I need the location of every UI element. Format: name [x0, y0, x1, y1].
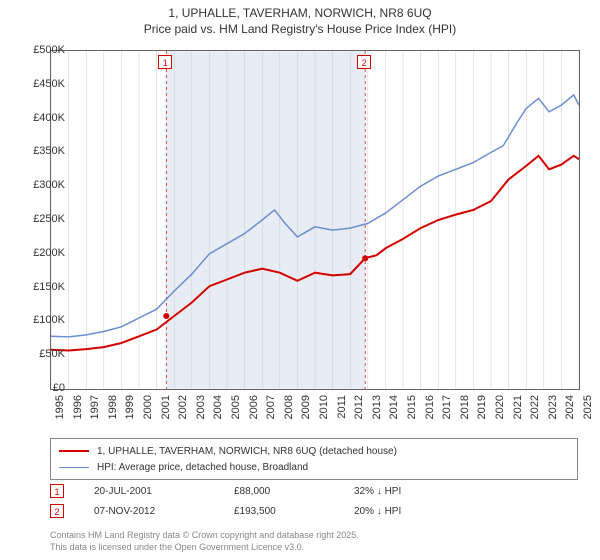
y-tick-label: £0 — [20, 382, 65, 394]
x-tick-label: 2022 — [529, 395, 541, 419]
legend-swatch — [59, 450, 89, 452]
footer-line1: Contains HM Land Registry data © Crown c… — [50, 530, 359, 542]
sale-number-box: 1 — [50, 484, 64, 498]
x-tick-label: 2005 — [230, 395, 242, 419]
legend-box: 1, UPHALLE, TAVERHAM, NORWICH, NR8 6UQ (… — [50, 438, 578, 480]
x-tick-label: 2013 — [371, 395, 383, 419]
y-tick-label: £200K — [20, 247, 65, 259]
sale-price: £88,000 — [234, 486, 354, 497]
x-tick-label: 2023 — [547, 395, 559, 419]
legend-row: HPI: Average price, detached house, Broa… — [59, 459, 569, 475]
sale-diff: 32% ↓ HPI — [354, 486, 474, 497]
sale-marker: 1 — [158, 55, 172, 69]
x-tick-label: 1998 — [107, 395, 119, 419]
x-tick-label: 2024 — [564, 395, 576, 419]
x-tick-label: 2021 — [512, 395, 524, 419]
title-line1: 1, UPHALLE, TAVERHAM, NORWICH, NR8 6UQ — [0, 6, 600, 22]
x-tick-label: 2012 — [353, 395, 365, 419]
x-tick-label: 2017 — [441, 395, 453, 419]
y-tick-label: £250K — [20, 213, 65, 225]
legend-swatch — [59, 467, 89, 468]
x-tick-label: 2010 — [318, 395, 330, 419]
legend-label: 1, UPHALLE, TAVERHAM, NORWICH, NR8 6UQ (… — [97, 446, 397, 457]
y-tick-label: £50K — [20, 348, 65, 360]
footer-line2: This data is licensed under the Open Gov… — [50, 542, 359, 554]
x-tick-label: 2025 — [582, 395, 594, 419]
x-tick-label: 2019 — [476, 395, 488, 419]
y-tick-label: £450K — [20, 78, 65, 90]
x-tick-label: 2001 — [160, 395, 172, 419]
x-tick-label: 2014 — [388, 395, 400, 419]
chart-svg — [51, 51, 579, 389]
x-tick-label: 1999 — [124, 395, 136, 419]
x-tick-label: 2004 — [212, 395, 224, 419]
y-tick-label: £500K — [20, 44, 65, 56]
y-tick-label: £400K — [20, 112, 65, 124]
sale-price: £193,500 — [234, 506, 354, 517]
sale-row: 1 20-JUL-2001 £88,000 32% ↓ HPI — [50, 484, 580, 498]
title-line2: Price paid vs. HM Land Registry's House … — [0, 22, 600, 38]
x-tick-label: 2020 — [494, 395, 506, 419]
x-tick-label: 2007 — [265, 395, 277, 419]
y-tick-label: £350K — [20, 145, 65, 157]
y-tick-label: £150K — [20, 281, 65, 293]
sale-marker: 2 — [357, 55, 371, 69]
y-tick-label: £300K — [20, 179, 65, 191]
chart-plot-area — [50, 50, 580, 390]
y-tick-label: £100K — [20, 314, 65, 326]
x-tick-label: 2018 — [459, 395, 471, 419]
x-tick-label: 2009 — [300, 395, 312, 419]
legend-row: 1, UPHALLE, TAVERHAM, NORWICH, NR8 6UQ (… — [59, 443, 569, 459]
x-tick-label: 1995 — [54, 395, 66, 419]
chart-title: 1, UPHALLE, TAVERHAM, NORWICH, NR8 6UQ P… — [0, 0, 600, 37]
x-tick-label: 2000 — [142, 395, 154, 419]
x-tick-label: 2015 — [406, 395, 418, 419]
sale-date: 07-NOV-2012 — [94, 506, 234, 517]
sale-number-box: 2 — [50, 504, 64, 518]
sale-row: 2 07-NOV-2012 £193,500 20% ↓ HPI — [50, 504, 580, 518]
x-tick-label: 1997 — [89, 395, 101, 419]
x-tick-label: 2011 — [336, 395, 348, 419]
x-tick-label: 2003 — [195, 395, 207, 419]
sale-diff: 20% ↓ HPI — [354, 506, 474, 517]
x-tick-label: 2016 — [424, 395, 436, 419]
footer-attribution: Contains HM Land Registry data © Crown c… — [50, 530, 359, 553]
x-tick-label: 2008 — [283, 395, 295, 419]
x-tick-label: 2006 — [248, 395, 260, 419]
x-tick-label: 2002 — [177, 395, 189, 419]
sale-date: 20-JUL-2001 — [94, 486, 234, 497]
x-tick-label: 1996 — [72, 395, 84, 419]
legend-label: HPI: Average price, detached house, Broa… — [97, 462, 308, 473]
